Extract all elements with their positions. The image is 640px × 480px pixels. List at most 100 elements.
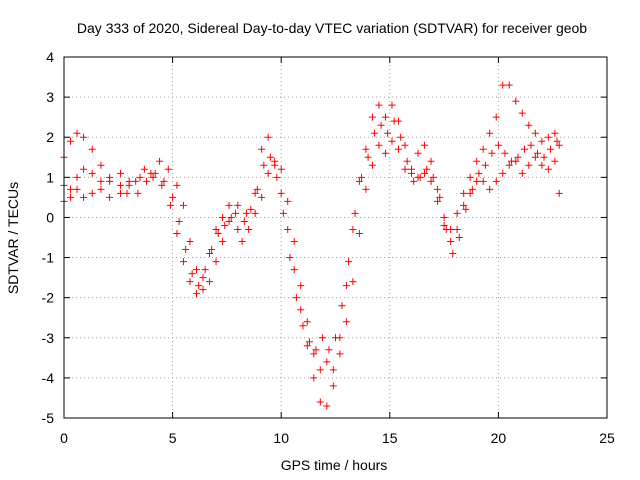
- data-point-marker: [505, 161, 513, 169]
- data-point-marker: [292, 294, 300, 302]
- data-point-marker: [538, 161, 546, 169]
- data-point-marker: [466, 189, 474, 197]
- data-point-marker: [362, 185, 370, 193]
- data-point-marker: [466, 173, 474, 181]
- data-point-marker: [342, 282, 350, 290]
- data-point-marker: [192, 290, 200, 298]
- data-point-marker: [199, 286, 207, 294]
- data-point-marker: [266, 153, 274, 161]
- data-point-marker: [299, 322, 307, 330]
- data-point-marker: [166, 201, 174, 209]
- data-point-marker: [279, 209, 287, 217]
- data-point-marker: [492, 177, 500, 185]
- data-point-marker: [479, 177, 487, 185]
- data-points: [60, 81, 563, 410]
- data-point-marker: [547, 145, 555, 153]
- y-tick-label: -2: [42, 290, 55, 306]
- x-tick-label: 10: [273, 430, 289, 446]
- data-point-marker: [460, 201, 468, 209]
- data-point-marker: [106, 177, 114, 185]
- data-point-marker: [401, 165, 409, 173]
- data-point-marker: [540, 153, 548, 161]
- data-point-marker: [201, 266, 209, 274]
- y-tick-label: -1: [42, 250, 55, 266]
- data-point-marker: [342, 318, 350, 326]
- data-point-marker: [251, 209, 259, 217]
- data-point-marker: [416, 173, 424, 181]
- data-point-marker: [349, 225, 357, 233]
- data-point-marker: [234, 225, 242, 233]
- data-point-marker: [132, 177, 140, 185]
- data-point-marker: [234, 201, 242, 209]
- data-point-marker: [116, 189, 124, 197]
- data-point-marker: [179, 201, 187, 209]
- data-point-marker: [238, 238, 246, 246]
- data-point-marker: [175, 217, 183, 225]
- data-point-marker: [116, 169, 124, 177]
- data-point-marker: [214, 229, 222, 237]
- data-point-marker: [488, 149, 496, 157]
- series-trace-c: [60, 137, 563, 374]
- x-tick-label: 25: [599, 430, 615, 446]
- data-point-marker: [123, 189, 131, 197]
- data-point-marker: [67, 193, 75, 201]
- data-point-marker: [219, 213, 227, 221]
- data-point-marker: [286, 254, 294, 262]
- data-point-marker: [158, 181, 166, 189]
- data-point-marker: [297, 282, 305, 290]
- data-point-marker: [219, 238, 227, 246]
- data-point-marker: [67, 137, 75, 145]
- data-point-marker: [468, 185, 476, 193]
- data-point-marker: [544, 133, 552, 141]
- y-tick-labels: -5 -4 -3 -2 -1 0 1 2 3 4: [42, 49, 55, 426]
- data-point-marker: [186, 278, 194, 286]
- x-tick-label: 15: [382, 430, 398, 446]
- data-point-marker: [512, 157, 520, 165]
- data-point-marker: [264, 133, 272, 141]
- data-point-marker: [277, 165, 285, 173]
- data-point-marker: [312, 346, 320, 354]
- data-point-marker: [551, 157, 559, 165]
- data-point-marker: [80, 165, 88, 173]
- data-point-marker: [195, 282, 203, 290]
- data-point-marker: [499, 169, 507, 177]
- data-point-marker: [555, 189, 563, 197]
- data-point-marker: [460, 189, 468, 197]
- data-point-marker: [355, 177, 363, 185]
- data-point-marker: [80, 193, 88, 201]
- data-point-marker: [325, 346, 333, 354]
- data-point-marker: [134, 189, 142, 197]
- series-trace-a: [60, 81, 563, 410]
- data-point-marker: [538, 137, 546, 145]
- data-point-marker: [553, 137, 561, 145]
- x-tick-label: 5: [169, 430, 177, 446]
- data-point-marker: [318, 334, 326, 342]
- data-point-marker: [481, 161, 489, 169]
- data-point-marker: [140, 165, 148, 173]
- data-point-marker: [251, 189, 259, 197]
- data-point-marker: [136, 173, 144, 181]
- data-point-marker: [125, 181, 133, 189]
- data-point-marker: [390, 117, 398, 125]
- data-point-marker: [225, 201, 233, 209]
- data-point-marker: [388, 137, 396, 145]
- y-tick-label: 3: [46, 89, 54, 105]
- data-point-marker: [518, 109, 526, 117]
- data-point-marker: [169, 193, 177, 201]
- data-point-marker: [531, 129, 539, 137]
- data-point-marker: [414, 149, 422, 157]
- data-point-marker: [421, 141, 429, 149]
- y-tick-label: -3: [42, 330, 55, 346]
- data-point-marker: [421, 169, 429, 177]
- data-point-marker: [473, 157, 481, 165]
- data-point-marker: [310, 374, 318, 382]
- data-point-marker: [88, 145, 96, 153]
- data-point-marker: [403, 157, 411, 165]
- y-tick-label: -5: [42, 410, 55, 426]
- data-point-marker: [305, 338, 313, 346]
- data-point-marker: [247, 205, 255, 213]
- data-point-marker: [397, 133, 405, 141]
- data-point-marker: [449, 250, 457, 258]
- data-point-marker: [436, 193, 444, 201]
- data-point-marker: [106, 193, 114, 201]
